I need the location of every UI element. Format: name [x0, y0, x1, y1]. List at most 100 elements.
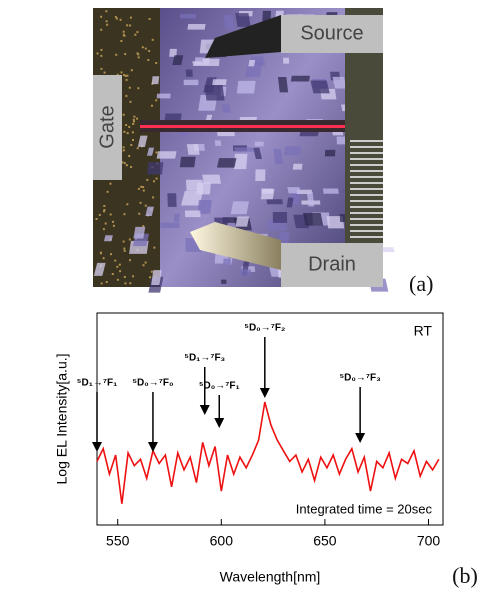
annotation-arrow-head [199, 405, 210, 415]
speckle [123, 249, 126, 252]
transition-label: ⁵D₀→⁷F₃ [339, 373, 381, 384]
speckle [126, 24, 129, 27]
annotation-arrow-head [259, 388, 270, 398]
speckle [128, 154, 131, 157]
crystal-grain [214, 140, 222, 146]
panel-label-b: (b) [452, 563, 478, 588]
crystal-grain [216, 158, 237, 168]
speckle [118, 263, 121, 266]
crystal-grain [221, 104, 232, 113]
speckle [100, 15, 103, 18]
speckle [100, 48, 103, 51]
speckle [142, 189, 145, 192]
crystal-grain [192, 61, 203, 67]
speckle [136, 31, 139, 34]
x-tick-label: 550 [106, 533, 130, 549]
crystal-grain [179, 156, 196, 168]
speckle [137, 87, 140, 90]
source-label-box [281, 15, 383, 53]
speckle [123, 34, 126, 37]
speckle [137, 56, 140, 59]
speckle [152, 180, 155, 183]
speckle [133, 115, 136, 118]
speckle [123, 275, 126, 278]
crystal-grain [303, 212, 324, 226]
speckle [152, 196, 155, 199]
speckle [136, 52, 139, 55]
crystal-grain [147, 162, 164, 175]
speckle [131, 131, 134, 134]
speckle [121, 161, 124, 164]
speckle [120, 71, 123, 74]
crystal-grain [260, 189, 275, 200]
crystal-grain [151, 76, 160, 85]
speckle [125, 94, 128, 97]
stripe [350, 218, 383, 220]
speckle [100, 67, 103, 70]
speckle [95, 217, 98, 220]
speckle [114, 15, 117, 18]
speckle [132, 118, 135, 121]
speckle [124, 53, 127, 56]
speckle [103, 210, 106, 213]
integration-note: Integrated time = 20sec [296, 501, 433, 516]
speckle [103, 209, 106, 212]
speckle [137, 187, 140, 190]
crystal-grain [324, 149, 336, 157]
stripe [350, 224, 383, 226]
speckle [148, 50, 151, 53]
speckle [104, 222, 107, 225]
speckle [129, 16, 132, 19]
speckle [125, 164, 128, 167]
speckle [122, 240, 125, 243]
crystal-grain [310, 80, 330, 94]
crystal-grain [230, 201, 250, 215]
stripe [350, 170, 383, 172]
crystal-grain [156, 151, 177, 159]
stripe [350, 146, 383, 148]
speckle [123, 73, 126, 76]
speckle [122, 113, 125, 116]
crystal-grain [167, 193, 177, 207]
speckle [123, 130, 126, 133]
crystal-grain [164, 113, 182, 121]
speckle [103, 204, 106, 207]
drain-probe [190, 222, 281, 270]
speckle [126, 203, 129, 206]
speckle [142, 225, 145, 228]
speckle [125, 78, 128, 81]
speckle [147, 59, 150, 62]
device-photo: Source Gate Drain (a) [93, 8, 433, 296]
crystal-grain [339, 214, 347, 222]
stripe [350, 236, 383, 238]
crystal-grain [180, 191, 204, 206]
stripe [350, 176, 383, 178]
speckle [122, 146, 125, 149]
crystal-grain [306, 191, 315, 207]
crystal-grain [290, 75, 310, 82]
crystal-grain [332, 76, 347, 89]
drain-label-box [281, 243, 383, 287]
speckle [112, 220, 115, 223]
y-axis-label: Log EL Intensity[a.u.] [54, 353, 70, 484]
speckle [116, 73, 119, 76]
x-tick-label: 650 [313, 533, 337, 549]
stripe [350, 206, 383, 208]
speckle [96, 52, 99, 55]
temperature-label: RT [414, 323, 433, 339]
crystal-grain [146, 147, 155, 156]
speckle [116, 278, 119, 281]
stripe [350, 212, 383, 214]
source-probe [205, 15, 281, 58]
speckle [130, 165, 133, 168]
speckle [109, 182, 112, 185]
crystal-grain [266, 199, 283, 205]
speckle [125, 124, 128, 127]
crystal-grain [93, 262, 106, 276]
speckle [153, 246, 156, 249]
speckle [105, 20, 108, 23]
speckle [123, 162, 126, 165]
stripe [350, 230, 383, 232]
speckle [144, 47, 147, 50]
speckle [115, 53, 118, 56]
